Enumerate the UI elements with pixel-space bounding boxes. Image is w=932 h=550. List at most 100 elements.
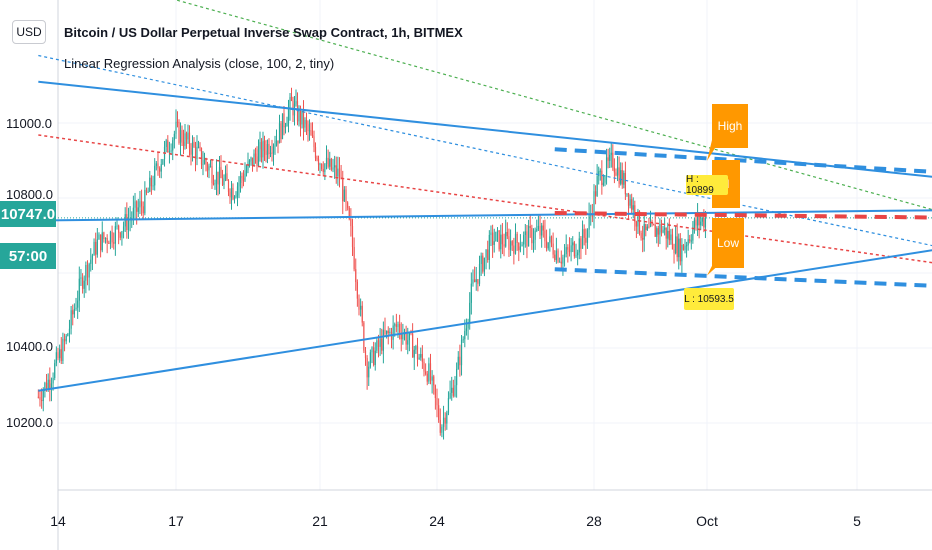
candle-body: [465, 328, 468, 332]
candle-body: [529, 225, 531, 228]
candle-body: [415, 346, 417, 350]
candle-body: [160, 164, 162, 172]
candle-body: [506, 231, 508, 237]
candle-body: [645, 224, 647, 230]
x-tick-label: 24: [429, 513, 445, 529]
candle-body: [635, 221, 637, 227]
candle-body: [420, 354, 422, 358]
candle-body: [418, 357, 420, 360]
candle-body: [310, 130, 312, 136]
candle-body: [602, 182, 605, 186]
candle-body: [624, 173, 626, 195]
candle-body: [609, 154, 611, 161]
candle-body: [81, 277, 84, 289]
candle-body: [280, 123, 282, 139]
countdown-badge: 57:00: [0, 243, 56, 269]
candle-body: [631, 199, 633, 210]
candle-body: [134, 201, 136, 208]
candle-body: [72, 310, 74, 315]
candle-body: [573, 242, 575, 257]
candle-body: [700, 221, 702, 226]
candle-body: [648, 226, 650, 228]
candle-body: [567, 247, 569, 250]
candle-body: [695, 219, 697, 226]
candle-body: [381, 338, 383, 351]
candle-body: [277, 140, 279, 144]
candle-body: [187, 132, 189, 140]
candle-body: [319, 164, 321, 166]
candle-body: [703, 217, 705, 228]
candle-body: [565, 247, 567, 255]
candle-body: [586, 229, 589, 243]
candle-body: [539, 225, 541, 236]
candle-body: [693, 219, 696, 230]
candle-body: [577, 252, 579, 256]
candle-body: [205, 159, 207, 166]
candle-body: [607, 157, 609, 161]
grid: [57, 0, 932, 550]
x-tick-label: 5: [853, 513, 861, 529]
blue-dotted-trend-line: [38, 54, 932, 247]
candle-body: [490, 232, 492, 235]
candle-body: [493, 241, 495, 245]
candle-body: [242, 178, 245, 181]
candle-body: [557, 250, 559, 262]
candle-body: [220, 167, 222, 178]
candle-body: [472, 279, 474, 284]
candle-body: [73, 309, 75, 315]
candle-body: [379, 338, 381, 347]
candle-body: [523, 235, 525, 245]
candle-body: [377, 340, 380, 347]
candle-body: [421, 354, 423, 362]
candle-body: [509, 241, 512, 250]
candle-body: [508, 236, 510, 250]
candle-body: [202, 163, 204, 165]
candle-body: [591, 214, 593, 217]
candle-body: [95, 241, 97, 255]
currency-badge[interactable]: USD: [12, 20, 46, 44]
candle-body: [265, 150, 267, 155]
candle-body: [659, 224, 661, 235]
candle-body: [327, 157, 329, 167]
candle-body: [274, 145, 276, 147]
candle-body: [679, 238, 681, 262]
candle-body: [281, 113, 284, 139]
candle-body: [444, 417, 446, 424]
candle-body: [389, 331, 391, 334]
candle-body: [196, 147, 198, 160]
candle-body: [88, 263, 90, 278]
candle-body: [93, 241, 95, 256]
candle-body: [136, 201, 138, 212]
y-tick-label: 10200.0: [6, 415, 53, 430]
candle-body: [685, 245, 688, 247]
candle-body: [462, 339, 464, 341]
candle-body: [368, 366, 370, 378]
candle-body: [408, 332, 410, 341]
high-value-label: H : 10899: [686, 174, 728, 196]
candle-body: [519, 246, 522, 251]
candle-body: [47, 379, 49, 390]
candle-body: [101, 232, 103, 251]
candle-body: [521, 244, 523, 247]
candle-body: [106, 238, 108, 243]
candle-body: [233, 197, 236, 200]
candle-body: [170, 150, 172, 152]
candle-body: [416, 346, 419, 360]
candle-body: [342, 179, 344, 202]
candle-body: [531, 227, 533, 244]
candle-body: [260, 142, 263, 158]
candle-body: [382, 329, 384, 351]
candle-body: [268, 144, 270, 154]
candle-body: [145, 189, 148, 193]
candle-body: [299, 109, 302, 125]
candle-body: [62, 338, 64, 361]
study-label[interactable]: Linear Regression Analysis (close, 100, …: [64, 56, 335, 71]
candle-body: [55, 352, 57, 364]
candle-body: [181, 130, 183, 142]
candle-body: [369, 352, 371, 367]
candle-body: [322, 169, 324, 173]
x-tick-label: Oct: [696, 513, 718, 529]
candle-body: [227, 180, 230, 192]
candle-body: [583, 229, 585, 238]
